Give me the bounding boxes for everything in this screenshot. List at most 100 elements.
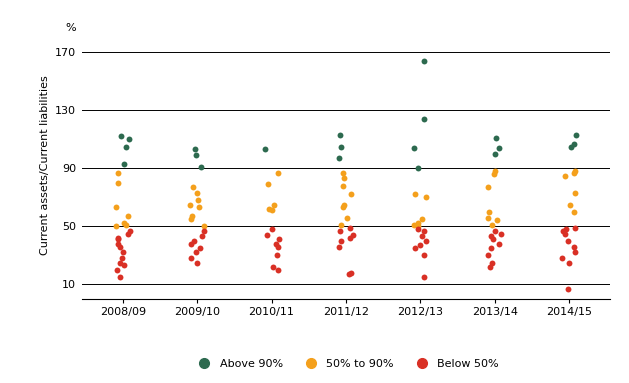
Point	[267, 207, 277, 213]
Point	[197, 233, 207, 239]
Point	[417, 216, 427, 222]
Point	[263, 181, 273, 187]
Point	[270, 241, 281, 247]
Point	[194, 197, 204, 203]
Point	[563, 286, 573, 292]
Point	[418, 233, 428, 239]
Point	[337, 144, 347, 150]
Text: %: %	[66, 23, 77, 33]
Point	[186, 241, 196, 247]
Point	[336, 222, 346, 228]
Point	[120, 262, 130, 268]
Point	[272, 252, 282, 258]
Point	[486, 245, 496, 251]
Point	[338, 205, 348, 211]
Point	[123, 231, 133, 237]
Point	[409, 245, 420, 251]
Point	[338, 183, 348, 189]
Point	[116, 133, 126, 139]
Point	[264, 206, 274, 212]
Point	[421, 238, 431, 244]
Point	[335, 132, 345, 138]
Point	[334, 155, 344, 161]
Point	[186, 216, 196, 222]
Point	[421, 194, 431, 200]
Point	[344, 271, 354, 277]
Point	[487, 259, 497, 265]
Point	[569, 170, 579, 176]
Point	[413, 220, 423, 226]
Point	[409, 145, 419, 151]
Point	[560, 172, 570, 178]
Point	[121, 222, 131, 228]
Point	[413, 223, 423, 229]
Point	[489, 151, 499, 157]
Point	[338, 170, 348, 176]
Point	[560, 231, 570, 237]
Point	[272, 170, 282, 176]
Point	[413, 226, 423, 232]
Point	[491, 135, 501, 141]
Point	[273, 244, 283, 250]
Point	[570, 225, 580, 231]
Point	[487, 222, 497, 228]
Point	[564, 259, 574, 265]
Point	[262, 232, 272, 238]
Point	[346, 192, 356, 198]
Point	[569, 141, 579, 147]
Point	[484, 209, 494, 215]
Point	[267, 226, 277, 232]
Y-axis label: Current assets/Current liabilities: Current assets/Current liabilities	[40, 75, 50, 255]
Point	[119, 161, 129, 167]
Point	[195, 245, 205, 251]
Point	[114, 259, 125, 265]
Point	[419, 228, 429, 234]
Point	[348, 232, 359, 238]
Point	[260, 146, 270, 152]
Point	[113, 241, 123, 247]
Point	[482, 184, 493, 190]
Point	[563, 238, 573, 244]
Point	[114, 244, 125, 250]
Point	[489, 171, 499, 177]
Point	[186, 255, 196, 261]
Point	[192, 190, 203, 196]
Point	[557, 255, 567, 261]
Point	[113, 170, 123, 176]
Point	[413, 165, 423, 171]
Point	[125, 228, 135, 234]
Point	[409, 192, 420, 198]
Point	[113, 235, 123, 241]
Point	[118, 249, 128, 255]
Point	[191, 152, 201, 158]
Point	[492, 218, 502, 224]
Point	[342, 214, 352, 221]
Point	[190, 146, 200, 152]
Point	[483, 214, 493, 221]
Point	[486, 233, 496, 239]
Point	[345, 225, 355, 231]
Point	[191, 249, 201, 255]
Point	[111, 223, 121, 229]
Point	[559, 228, 569, 234]
Point	[565, 201, 575, 208]
Point	[488, 236, 498, 242]
Point	[569, 249, 579, 255]
Point	[494, 241, 504, 247]
Point	[345, 270, 355, 276]
Point	[569, 209, 579, 215]
Point	[114, 274, 125, 280]
Point	[484, 252, 494, 258]
Point	[192, 259, 202, 265]
Point	[187, 213, 198, 219]
Point	[269, 201, 279, 208]
Point	[333, 244, 343, 250]
Point	[339, 201, 349, 208]
Point	[268, 264, 278, 270]
Point	[273, 267, 283, 273]
Point	[490, 228, 500, 234]
Point	[196, 164, 206, 170]
Point	[187, 184, 198, 190]
Point	[199, 228, 209, 234]
Point	[189, 238, 199, 244]
